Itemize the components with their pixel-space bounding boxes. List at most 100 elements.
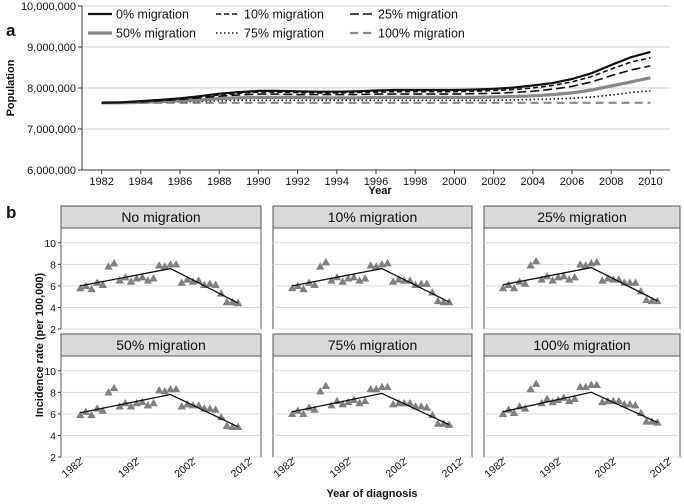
- panel-a-x-tick-label: 1986: [168, 176, 192, 188]
- data-point: [338, 277, 347, 285]
- data-point: [126, 277, 136, 285]
- panel-a-x-tick-label: 2008: [599, 176, 623, 188]
- data-point: [138, 273, 147, 281]
- data-point: [211, 405, 220, 413]
- data-point: [115, 402, 124, 410]
- panel-a-x-tick-label: 1998: [403, 176, 427, 188]
- data-point: [143, 401, 153, 409]
- data-point: [228, 297, 237, 306]
- facet-plot-area: [60, 355, 262, 458]
- data-point: [433, 296, 443, 305]
- data-point: [587, 380, 596, 388]
- facet-y-tick-label: 2: [50, 452, 56, 464]
- facet-y-tick-label: 10: [44, 238, 56, 250]
- panel-a-x-tick-label: 1984: [129, 176, 153, 188]
- facet-y-tick-label: 2: [50, 324, 56, 336]
- data-point: [631, 401, 640, 409]
- legend-label: 100% migration: [378, 27, 465, 41]
- panel-a-x-tick-label: 1994: [325, 176, 349, 188]
- data-point: [576, 382, 585, 391]
- data-point: [143, 276, 153, 284]
- data-point: [620, 399, 629, 408]
- facet-y-tick-label: 4: [50, 302, 56, 314]
- facet-x-tick-label: 1992: [328, 456, 354, 480]
- data-point: [565, 396, 574, 405]
- data-point: [609, 396, 618, 405]
- data-point: [570, 394, 579, 402]
- data-point: [222, 297, 232, 306]
- facet-x-tick-label: 2002: [172, 456, 198, 480]
- data-point: [372, 262, 381, 270]
- facet-x-tick-label: 2012: [440, 456, 466, 480]
- data-point: [98, 280, 108, 288]
- panel-a-x-tick-label: 2002: [481, 176, 505, 188]
- data-point: [439, 419, 448, 427]
- trend-line: [80, 267, 239, 304]
- panel-a-x-tick-label: 1992: [285, 176, 309, 188]
- panel-a-x-ticks: 1982 1984 1986 1988 1990 1992 1994 1996 1998 2000…: [89, 170, 663, 188]
- legend-label: 75% migration: [244, 27, 324, 41]
- data-point: [154, 385, 164, 394]
- data-point: [592, 380, 601, 388]
- data-point: [109, 259, 119, 267]
- facet-x-tick-label: 1992: [538, 456, 564, 480]
- facet-y-tick-label: 10: [44, 366, 56, 378]
- data-point: [509, 408, 519, 416]
- facet-x-tick-label: 1982: [272, 456, 298, 480]
- panel-a-y-tick-label: 8,000,000: [27, 83, 76, 95]
- data-point: [310, 280, 319, 288]
- data-point: [565, 275, 574, 283]
- data-point: [299, 409, 308, 418]
- data-point: [625, 399, 635, 408]
- panel-b-y-label: Incidence rate (per 100,000): [34, 273, 46, 418]
- data-point: [647, 417, 657, 425]
- data-point: [288, 283, 297, 292]
- facet-plot-area: [60, 227, 262, 330]
- data-point: [177, 402, 186, 410]
- panel-b-facets: No migration 2 4 6 8 10 10% migration 25% migra…: [44, 205, 681, 480]
- facet-title: 100% migration: [533, 337, 630, 353]
- data-point: [422, 279, 431, 287]
- data-point: [171, 260, 181, 268]
- data-point: [87, 410, 96, 419]
- facet-plot-area: [483, 355, 681, 458]
- panel-a: a 6,000,000 7,000,000 8,000,000 9,000,000 10…: [5, 1, 670, 197]
- series-line-75-migration: [101, 90, 651, 104]
- data-point: [154, 261, 164, 269]
- facet-plot-area: [272, 227, 473, 330]
- facet-x-tick-label: 1992: [116, 456, 142, 480]
- series-line-50-migration: [101, 76, 651, 105]
- data-point: [576, 260, 585, 268]
- data-point: [205, 404, 215, 412]
- data-point: [388, 277, 398, 285]
- data-point: [498, 283, 508, 292]
- data-point: [642, 295, 651, 304]
- trend-line: [80, 393, 239, 428]
- facet-x-tick-label: 2002: [384, 456, 410, 480]
- series-line-0-migration: [101, 50, 651, 104]
- data-point: [98, 406, 108, 414]
- data-point: [603, 274, 613, 282]
- data-point: [570, 273, 579, 281]
- data-point: [360, 396, 370, 405]
- data-point: [109, 383, 119, 392]
- panel-a-y-ticks: 6,000,000 7,000,000 8,000,000 9,000,000 10,0…: [21, 1, 82, 177]
- data-point: [581, 382, 590, 391]
- facet-y-tick-label: 6: [50, 281, 56, 293]
- panel-a-x-tick-label: 1988: [207, 176, 231, 188]
- facet-x-tick-label: 2012: [229, 456, 255, 480]
- data-point: [211, 280, 220, 288]
- data-point: [228, 422, 237, 430]
- facet-title: 75% migration: [328, 337, 418, 353]
- legend-label: 50% migration: [116, 27, 196, 41]
- data-point: [149, 398, 158, 407]
- data-point: [647, 296, 657, 305]
- data-point: [394, 398, 403, 407]
- trend-line: [502, 266, 658, 302]
- panel-a-y-tick-label: 10,000,000: [21, 1, 76, 13]
- facet-y-tick-label: 6: [50, 409, 56, 421]
- facet-title: 25% migration: [537, 209, 627, 225]
- data-point: [160, 387, 170, 395]
- facet-y-tick-label: 8: [50, 259, 56, 271]
